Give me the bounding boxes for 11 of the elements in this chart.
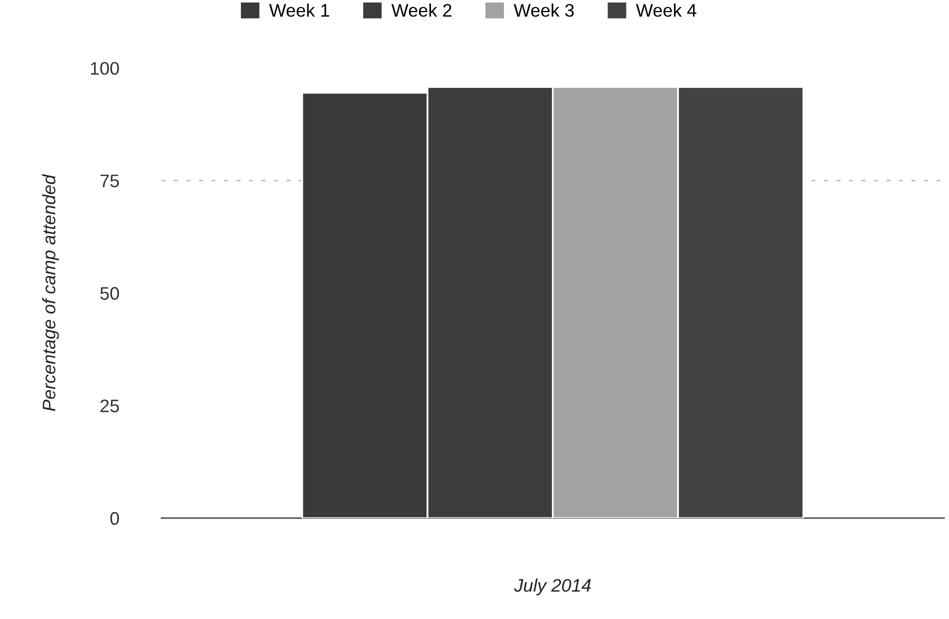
- y-tick-label: 50: [100, 287, 119, 300]
- y-tick-label: 0: [110, 512, 119, 525]
- legend-label: Week 1: [269, 4, 330, 17]
- y-tick-label: 25: [100, 400, 119, 412]
- legend-label: Week 2: [391, 4, 452, 17]
- x-axis-title: July 2014: [514, 578, 591, 596]
- y-tick-label: 100: [90, 62, 119, 75]
- legend-label: Week 4: [636, 4, 696, 17]
- y-axis-title: Percentage of camp attended: [42, 174, 59, 411]
- legend-label: Week 3: [514, 4, 574, 17]
- y-tick-label: 75: [100, 174, 119, 188]
